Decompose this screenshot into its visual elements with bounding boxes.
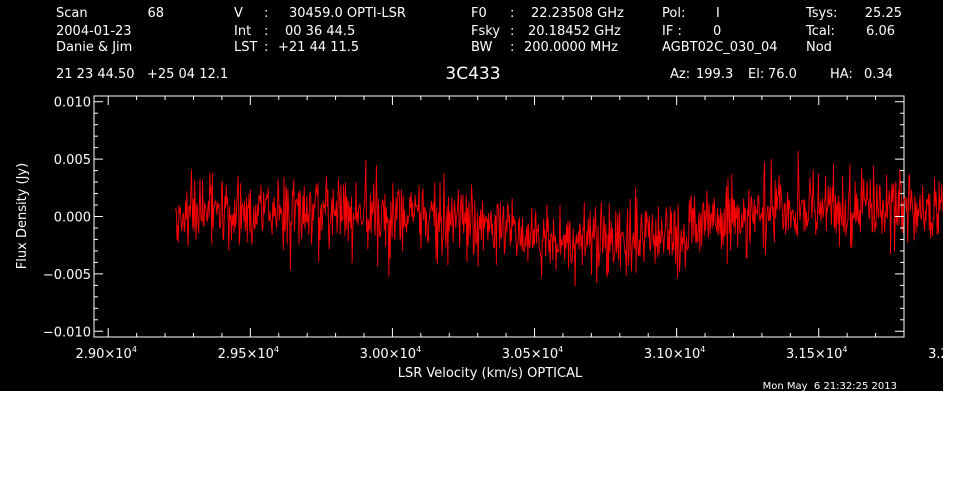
observers: Danie & Jim [56,40,132,55]
if-label: IF : [662,24,682,39]
tcal-label: Tcal: [805,24,835,39]
el-value: 76.0 [768,67,797,82]
bw-colon: : [510,40,514,55]
fsky-label: Fsky [471,24,500,39]
scan-label: Scan [56,6,88,21]
bw-value: 200.0000 MHz [524,40,618,55]
source-coordinates: 21 23 44.50 +25 04 12.1 [56,67,228,82]
int-colon: : [264,24,268,39]
az-label: Az: [670,67,690,82]
obs-mode: Nod [806,40,832,55]
scan-value: 68 [147,6,164,21]
plot-window: Scan 68 2004-01-23 Danie & Jim V : 30459… [0,0,943,391]
tcal-value: 6.06 [866,24,895,39]
x-tick-label: 2.95×104 [218,345,279,362]
ha-label: HA: [830,67,853,82]
render-timestamp: Mon May 6 21:32:25 2013 [763,381,897,391]
int-value: 00 36 44.5 [285,24,355,39]
spectrum-chart: Scan 68 2004-01-23 Danie & Jim V : 30459… [15,6,943,391]
x-tick-label: 3.05×104 [502,345,563,362]
y-tick-label: 0.010 [54,96,91,111]
lst-label: LST [234,40,257,55]
x-tick-label: 2.90×104 [75,345,136,362]
v-value: 30459.0 OPTI-LSR [289,6,406,21]
ticks-layer: 2.90×104 2.95×104 3.00×104 3.05×104 3.10×104… [43,96,943,362]
spectrum-trace [175,150,943,287]
x-tick-label: 3.20×104 [928,345,943,362]
v-label: V [234,6,243,21]
y-tick-label: 0.000 [54,211,91,226]
x-tick-label: 3.00×104 [360,345,421,362]
y-axis-label: Flux Density (Jy) [15,163,30,269]
x-tick-label: 3.10×104 [644,345,705,362]
v-colon: : [264,6,268,21]
el-label: El: [748,67,764,82]
az-value: 199.3 [696,67,733,82]
y-tick-label: −0.010 [43,325,91,340]
trace-layer [175,150,943,287]
x-tick-label: 3.15×104 [786,345,847,362]
x-axis-label: LSR Velocity (km/s) OPTICAL [398,366,583,381]
lst-value: +21 44 11.5 [278,40,359,55]
y-tick-label: −0.005 [43,268,91,283]
if-value: 0 [713,24,721,39]
fsky-value: 20.18452 GHz [528,24,621,39]
bw-label: BW [471,40,492,55]
ha-value: 0.34 [864,67,893,82]
tsys-value: 25.25 [865,6,902,21]
f0-colon: : [510,6,514,21]
lst-colon: : [264,40,268,55]
source-name: 3C433 [445,64,500,84]
obs-date: 2004-01-23 [56,24,132,39]
fsky-colon: : [510,24,514,39]
pol-value: I [716,6,720,21]
pol-label: Pol: [662,6,685,21]
project-id: AGBT02C_030_04 [662,40,778,55]
f0-label: F0 [471,6,487,21]
f0-value: 22.23508 GHz [531,6,624,21]
y-tick-label: 0.005 [54,153,91,168]
int-label: Int [234,24,251,39]
tsys-label: Tsys: [805,6,837,21]
